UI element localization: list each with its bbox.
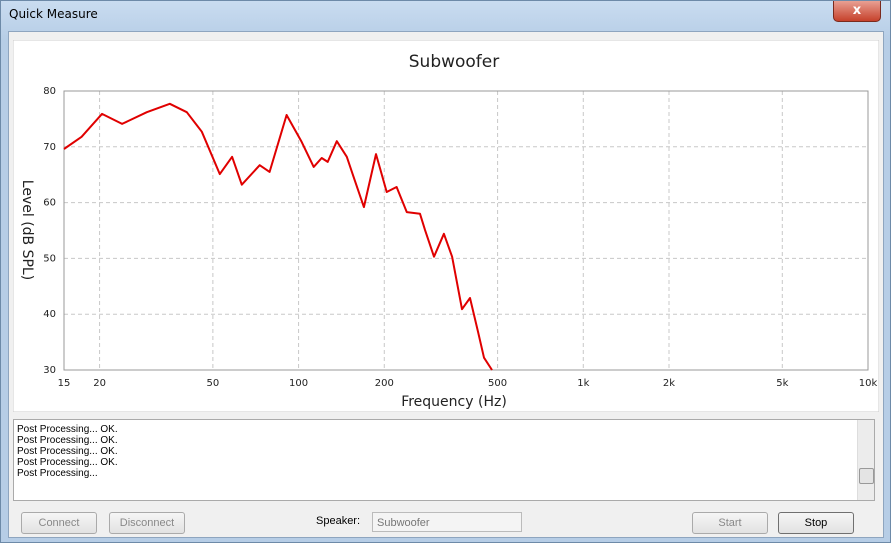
chart: Subwoofer Frequency (Hz) Level (dB SPL) …: [13, 40, 879, 412]
y-tick-label: 70: [43, 142, 56, 153]
speaker-label: Speaker:: [316, 515, 361, 527]
x-tick-label: 5k: [776, 378, 788, 389]
chart-title: Subwoofer: [409, 52, 500, 72]
x-tick-label: 1k: [577, 378, 589, 389]
speaker-select[interactable]: Subwoofer: [372, 512, 522, 532]
x-tick-label: 200: [375, 378, 394, 389]
client-area: Subwoofer Frequency (Hz) Level (dB SPL) …: [8, 31, 884, 538]
x-tick-label: 2k: [663, 378, 675, 389]
log-line: Post Processing...: [17, 468, 98, 479]
scroll-thumb[interactable]: [859, 468, 874, 484]
y-axis-label: Level (dB SPL): [19, 180, 35, 280]
x-tick-label: 500: [488, 378, 507, 389]
chart-background: [13, 40, 879, 412]
connect-button[interactable]: Connect: [21, 512, 97, 534]
x-tick-label: 50: [207, 378, 220, 389]
log-line: Post Processing... OK.: [17, 424, 118, 435]
x-tick-label: 15: [58, 378, 71, 389]
x-tick-label: 20: [93, 378, 106, 389]
x-tick-label: 100: [289, 378, 308, 389]
start-button[interactable]: Start: [692, 512, 768, 534]
log-box: Post Processing... OK. Post Processing...…: [13, 419, 875, 501]
y-tick-label: 50: [43, 253, 56, 264]
close-button[interactable]: x: [833, 1, 881, 22]
y-tick-label: 40: [43, 309, 56, 320]
log-lines: Post Processing... OK. Post Processing...…: [17, 424, 871, 479]
response-curve: [63, 102, 493, 371]
x-axis-label: Frequency (Hz): [401, 394, 507, 410]
stop-button[interactable]: Stop: [778, 512, 854, 534]
disconnect-button[interactable]: Disconnect: [109, 512, 185, 534]
log-line: Post Processing... OK.: [17, 457, 118, 468]
y-tick-label: 30: [43, 365, 56, 376]
plot-frame: [63, 90, 869, 371]
scrollbar[interactable]: [857, 420, 874, 500]
window-title: Quick Measure: [9, 7, 98, 21]
log-line: Post Processing... OK.: [17, 446, 118, 457]
y-tick-label: 80: [43, 86, 56, 97]
log-line: Post Processing... OK.: [17, 435, 118, 446]
x-tick-label: 10k: [859, 378, 878, 389]
y-tick-label: 60: [43, 198, 56, 209]
